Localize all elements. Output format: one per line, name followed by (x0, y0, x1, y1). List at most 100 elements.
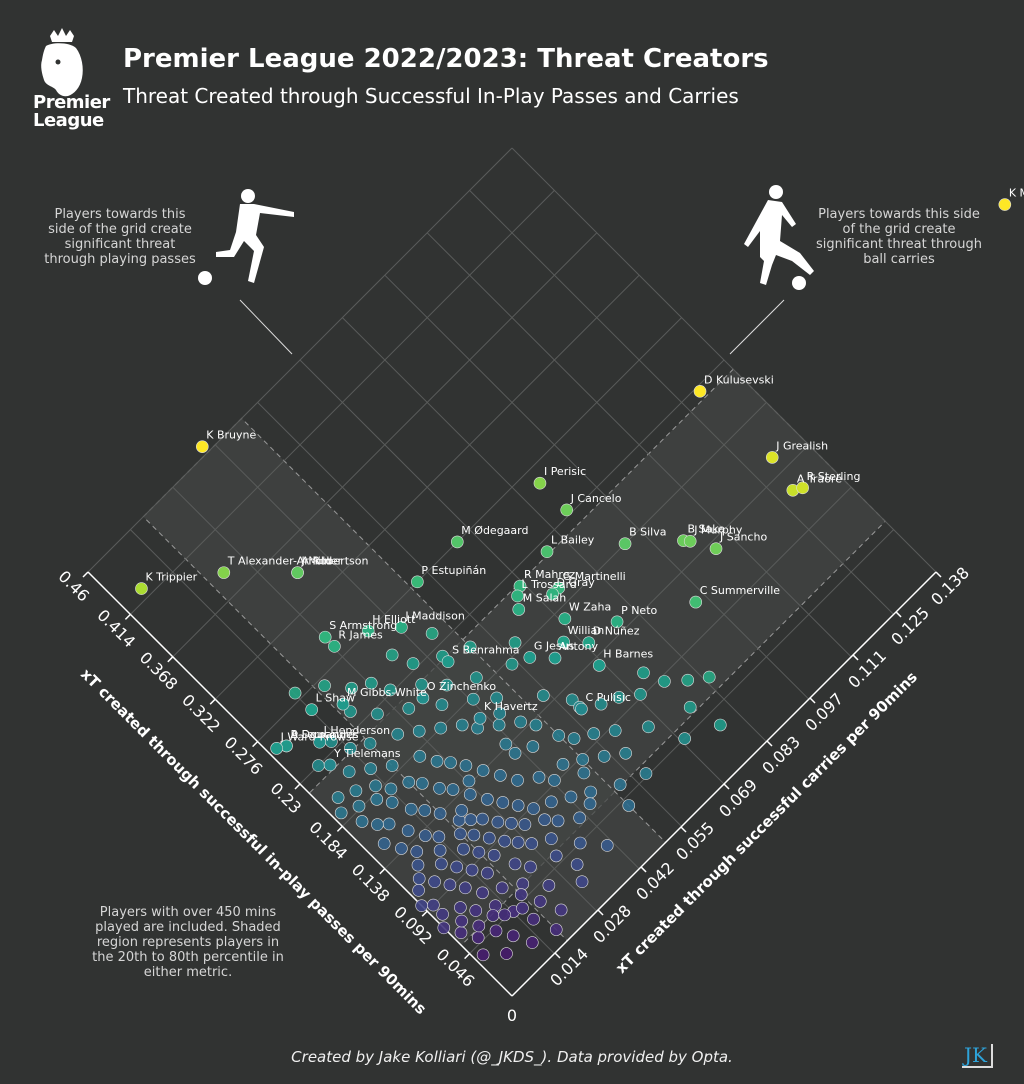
player-point (472, 845, 486, 859)
player-point (406, 657, 420, 670)
player-point (463, 788, 477, 801)
player-name-label: D Gray (557, 576, 596, 589)
player-point (345, 681, 358, 695)
player-point (486, 909, 500, 922)
player-point (564, 790, 578, 804)
player-point (537, 689, 550, 702)
player-name-label: J Milner (301, 555, 343, 568)
player-point (613, 778, 627, 791)
player-point-labelled (575, 702, 588, 716)
pass-tick-mark (336, 825, 343, 832)
player-point (622, 799, 636, 812)
player-name-label: H Elliott (372, 613, 416, 626)
carry-tick-label: 0.111 (844, 646, 890, 692)
carry-tick-mark (554, 952, 561, 959)
player-point-labelled (618, 537, 632, 551)
player-name-label: K Bruyne (206, 429, 256, 442)
player-point (466, 692, 480, 706)
player-point (427, 898, 440, 912)
carry-tick-mark (852, 654, 859, 661)
player-name-label: R Mahrez (524, 568, 575, 581)
player-point (437, 921, 451, 935)
player-point (511, 774, 524, 787)
player-name-label: J Sancho (719, 531, 767, 544)
player-name-label: M Salah (523, 591, 567, 604)
player-point-labelled (323, 758, 337, 772)
player-point (454, 901, 467, 914)
player-point (418, 804, 432, 817)
player-point (499, 737, 513, 751)
player-name-label: J Henderson (323, 724, 390, 737)
player-point (714, 718, 727, 732)
player-point (440, 678, 454, 692)
footer-credit: Created by Jake Kolliari (@_JKDS_). Data… (291, 1048, 733, 1066)
player-point (551, 814, 565, 828)
player-point (459, 759, 473, 772)
player-point (412, 724, 426, 738)
carry-tick-label: 0.055 (672, 818, 718, 864)
player-point-labelled (533, 476, 547, 490)
player-point (401, 824, 415, 838)
player-point (476, 948, 490, 962)
player-point (637, 666, 650, 680)
player-name-label: S Benrahma (452, 644, 519, 657)
player-point (642, 720, 655, 734)
player-point (556, 758, 570, 771)
player-name-label: A Traoré (797, 472, 842, 485)
player-point (467, 828, 481, 842)
player-name-label: L Shaw (316, 692, 355, 705)
player-name-label: A Robertson (302, 555, 369, 568)
player-point (462, 774, 476, 788)
player-point (498, 908, 511, 922)
player-point (344, 742, 357, 755)
player-point-labelled (318, 630, 332, 644)
player-point-labelled (765, 451, 779, 464)
player-point (413, 750, 427, 763)
player-point (411, 858, 425, 872)
player-point-labelled (709, 542, 723, 555)
player-point-labelled (558, 612, 572, 626)
player-point (463, 640, 477, 654)
grid-line-pass (130, 190, 555, 615)
player-name-label: J Maddison (404, 609, 464, 622)
player-point (384, 683, 397, 697)
player-point (433, 782, 446, 795)
player-point (425, 627, 439, 640)
player-name-label: D Núñez (593, 625, 640, 638)
player-point-labelled (328, 640, 341, 653)
carry-tick-mark (597, 909, 604, 916)
premier-league-lion-logo (41, 28, 83, 97)
player-point (432, 830, 446, 844)
player-point-labelled (512, 603, 526, 616)
grid-line-carry (469, 190, 894, 615)
note-carries-side: Players towards this side of the grid cr… (816, 207, 982, 267)
player-point-labelled (135, 582, 148, 595)
player-point (384, 782, 398, 796)
player-point-labelled (395, 621, 408, 634)
player-name-label: Y Tielemans (333, 747, 401, 760)
pass-tick-mark (464, 953, 471, 960)
player-point (525, 837, 538, 850)
player-point (584, 785, 597, 799)
player-point (412, 872, 426, 885)
player-point (444, 756, 457, 769)
player-point (385, 648, 399, 662)
player-name-label: R Sterling (807, 470, 861, 483)
player-point (352, 799, 366, 813)
player-point (516, 877, 530, 891)
carry-tick-label: 0.083 (758, 732, 804, 778)
player-point (391, 727, 405, 741)
chart-title: Premier League 2022/2023: Threat Creator… (123, 44, 769, 74)
player-name-label: C Summerville (700, 584, 781, 597)
player-point (508, 746, 522, 760)
player-point (597, 750, 611, 763)
pass-tick-mark (294, 783, 301, 790)
carry-tick-mark (895, 611, 902, 618)
pass-tick-mark (82, 571, 89, 578)
player-point (514, 888, 528, 901)
player-point (573, 811, 586, 825)
player-points (135, 198, 1012, 962)
player-point-labelled (473, 711, 487, 725)
player-point (471, 931, 485, 944)
player-name-label: L Bailey (551, 534, 595, 547)
